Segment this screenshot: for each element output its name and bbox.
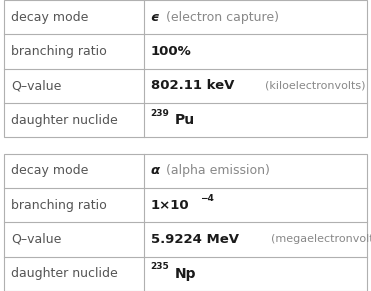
Text: 802.11 keV: 802.11 keV bbox=[151, 79, 234, 93]
Text: 5.9224 MeV: 5.9224 MeV bbox=[151, 233, 239, 246]
Text: decay mode: decay mode bbox=[11, 164, 89, 177]
Text: branching ratio: branching ratio bbox=[11, 198, 107, 212]
Text: Pu: Pu bbox=[175, 113, 195, 127]
Text: 235: 235 bbox=[151, 262, 169, 272]
Text: (electron capture): (electron capture) bbox=[161, 11, 279, 24]
Text: Np: Np bbox=[175, 267, 196, 281]
Bar bbox=[4, 153, 367, 291]
Text: daughter nuclide: daughter nuclide bbox=[11, 114, 118, 127]
Text: 239: 239 bbox=[151, 109, 170, 118]
Text: Q–value: Q–value bbox=[11, 233, 62, 246]
Text: α: α bbox=[151, 164, 160, 177]
Text: (kiloelectronvolts): (kiloelectronvolts) bbox=[258, 81, 365, 91]
Text: daughter nuclide: daughter nuclide bbox=[11, 267, 118, 280]
Text: branching ratio: branching ratio bbox=[11, 45, 107, 58]
Text: 1×10: 1×10 bbox=[151, 198, 189, 212]
Text: Q–value: Q–value bbox=[11, 79, 62, 93]
Text: (megaelectronvolts): (megaelectronvolts) bbox=[264, 235, 371, 244]
Text: ϵ: ϵ bbox=[151, 11, 159, 24]
Text: 100%: 100% bbox=[151, 45, 191, 58]
Text: −4: −4 bbox=[200, 194, 214, 203]
Text: decay mode: decay mode bbox=[11, 11, 89, 24]
Text: (alpha emission): (alpha emission) bbox=[162, 164, 270, 177]
Bar bbox=[4, 0, 367, 137]
